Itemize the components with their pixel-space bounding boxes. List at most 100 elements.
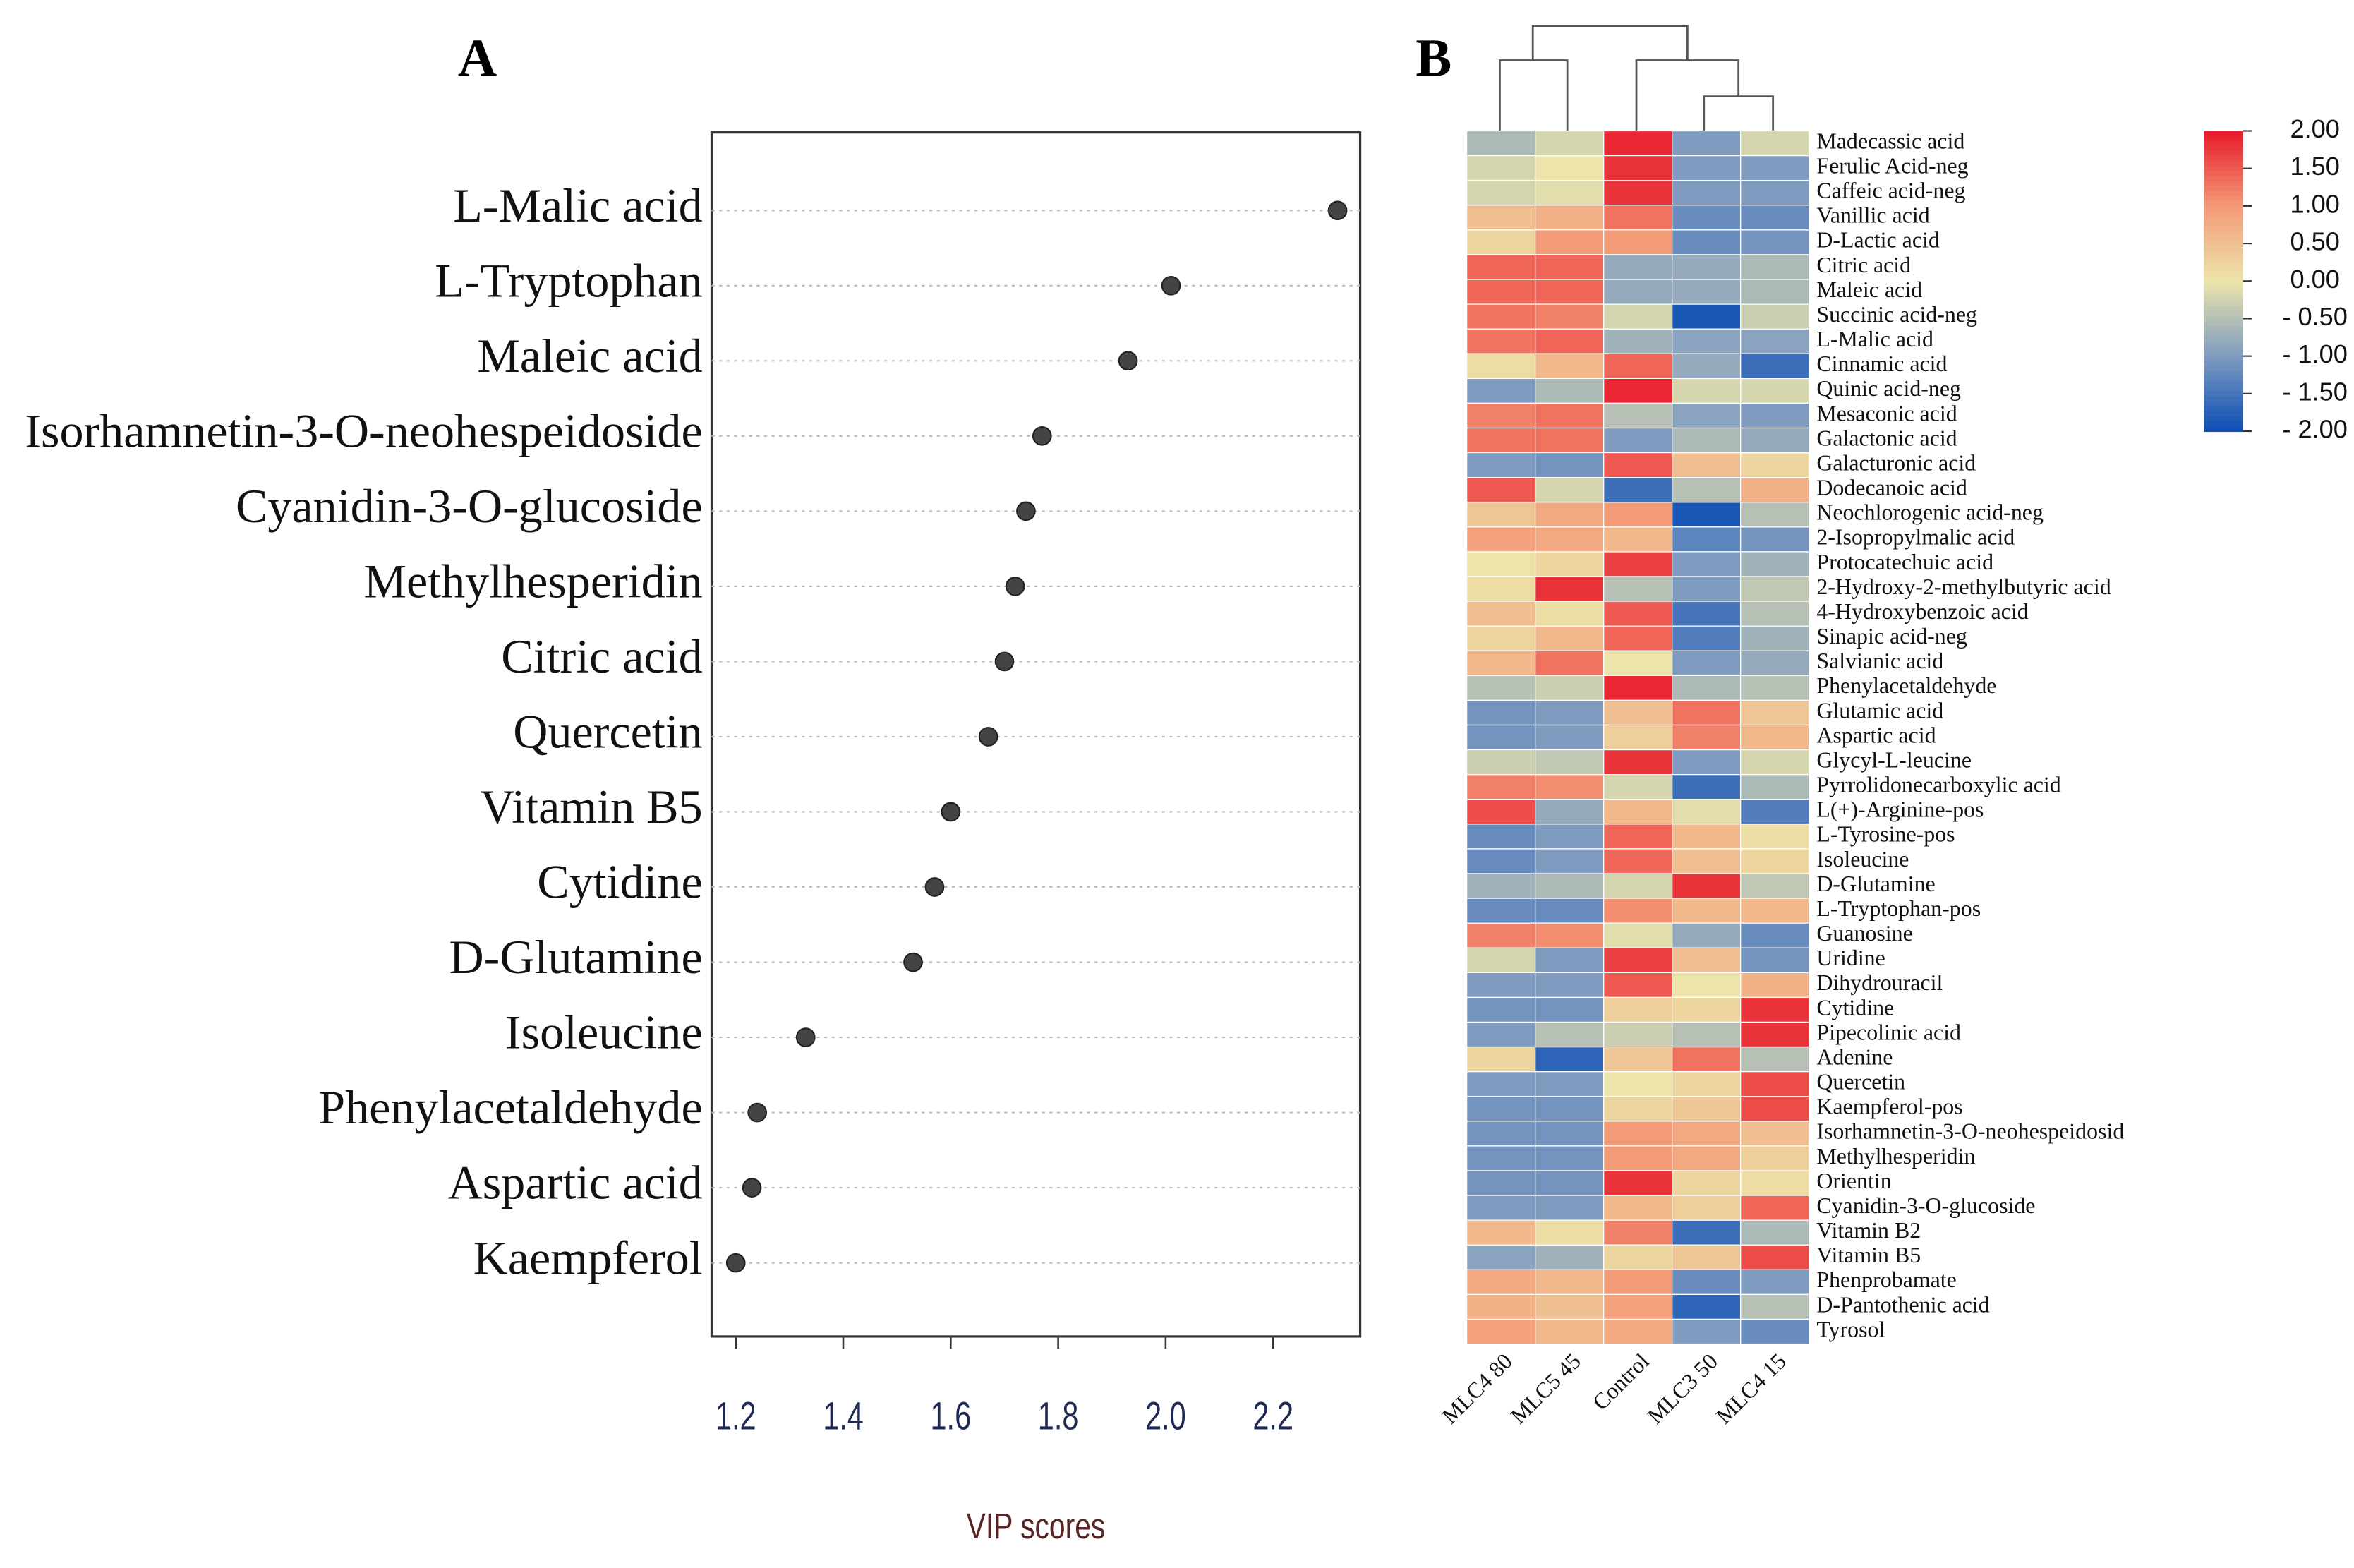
- heatmap-cell: [1740, 1096, 1810, 1122]
- heatmap-cell: [1466, 749, 1536, 776]
- row-label: Adenine: [1816, 1044, 1893, 1069]
- heatmap-cell: [1466, 180, 1536, 206]
- heatmap-cell: [1672, 1293, 1742, 1320]
- heatmap-cell: [1466, 650, 1536, 676]
- heatmap-cell: [1603, 526, 1673, 553]
- heatmap-cell: [1466, 625, 1536, 651]
- heatmap-cell: [1603, 1293, 1673, 1320]
- colorbar-segment: [2204, 271, 2243, 277]
- heatmap-cell: [1672, 452, 1742, 478]
- heatmap-cell: [1672, 824, 1742, 850]
- row-label: Cyanidin-3-O-glucoside: [1816, 1193, 2035, 1218]
- colorbar-segment: [2204, 166, 2243, 172]
- heatmap-cell: [1466, 898, 1536, 924]
- dot: [903, 952, 923, 972]
- heatmap-cell: [1603, 947, 1673, 973]
- heatmap-cell: [1534, 303, 1605, 330]
- heatmap-cell: [1740, 873, 1810, 899]
- column-label: MLC4 80: [1437, 1349, 1517, 1428]
- colorbar-segment: [2204, 135, 2243, 142]
- colorbar-segment: [2204, 381, 2243, 387]
- heatmap-cell: [1534, 155, 1605, 181]
- heatmap-cell: [1740, 1195, 1810, 1221]
- heatmap-cell: [1740, 601, 1810, 627]
- heatmap-cell: [1672, 402, 1742, 429]
- heatmap-cell: [1740, 155, 1810, 181]
- colorbar-tick-label: - 1.00: [2282, 339, 2347, 368]
- heatmap-cell: [1466, 576, 1536, 602]
- colorbar-segment: [2204, 301, 2243, 307]
- row-label: Orientin: [1816, 1169, 1891, 1193]
- heatmap-cell: [1672, 551, 1742, 577]
- heatmap-cell: [1466, 972, 1536, 999]
- row-label: Kaempferol-pos: [1816, 1094, 1962, 1119]
- heatmap-cell: [1740, 996, 1810, 1023]
- row-label: Aspartic acid: [1816, 723, 1936, 747]
- heatmap-cell: [1534, 378, 1605, 404]
- colorbar-segment: [2204, 195, 2243, 202]
- heatmap-cell: [1740, 724, 1810, 751]
- colorbar-segment: [2204, 376, 2243, 382]
- colorbar-segment: [2204, 161, 2243, 167]
- heatmap-cell: [1534, 824, 1605, 850]
- dot: [994, 651, 1015, 672]
- heatmap-cell: [1466, 774, 1536, 800]
- heatmap-cell: [1740, 353, 1810, 379]
- row-label: Galacturonic acid: [1816, 450, 1976, 475]
- dendrogram-branch: [1703, 95, 1775, 131]
- heatmap-cell: [1672, 1096, 1742, 1122]
- heatmap-cell: [1672, 303, 1742, 330]
- heatmap-cell: [1672, 675, 1742, 701]
- panel-title: A: [458, 28, 497, 88]
- heatmap-cell: [1466, 229, 1536, 255]
- dendrogram-branch: [1531, 25, 1689, 61]
- heatmap-cell: [1672, 947, 1742, 973]
- colorbar-segment: [2204, 411, 2243, 417]
- heatmap-cell: [1672, 1145, 1742, 1171]
- heatmap-cell: [1603, 1145, 1673, 1171]
- colorbar-tick-label: - 0.50: [2282, 302, 2347, 331]
- heatmap-cell: [1740, 229, 1810, 255]
- heatmap-cell: [1740, 1021, 1810, 1048]
- heatmap-cell: [1466, 724, 1536, 751]
- heatmap-cell: [1672, 1021, 1742, 1048]
- row-label: Cinnamic acid: [1816, 351, 1947, 376]
- heatmap-cell: [1466, 427, 1536, 454]
- heatmap-cell: [1466, 1219, 1536, 1246]
- heatmap-cell: [1740, 1318, 1810, 1345]
- heatmap-cell: [1672, 749, 1742, 776]
- colorbar-tick-label: 2.00: [2290, 114, 2339, 143]
- row-label: L(+)-Arginine-pos: [1816, 797, 1984, 822]
- heatmap-cell: [1534, 774, 1605, 800]
- colorbar-segment: [2204, 255, 2243, 262]
- colorbar-segment: [2204, 370, 2243, 378]
- colorbar-segment: [2204, 416, 2243, 422]
- row-label: Vanillic acid: [1816, 203, 1929, 228]
- heatmap-cell: [1534, 996, 1605, 1023]
- heatmap-cell: [1603, 724, 1673, 751]
- row-label: Glutamic acid: [1816, 698, 1943, 723]
- heatmap-cell: [1740, 749, 1810, 776]
- heatmap-cell: [1603, 155, 1673, 181]
- heatmap-cell: [1466, 1096, 1536, 1122]
- heatmap-cell: [1603, 1170, 1673, 1196]
- colorbar-segment: [2204, 401, 2243, 407]
- heatmap-cell: [1534, 576, 1605, 602]
- y-tick-label: Isoleucine: [505, 1006, 703, 1059]
- dot: [795, 1027, 816, 1047]
- heatmap-cell: [1534, 328, 1605, 354]
- heatmap-cell: [1740, 576, 1810, 602]
- heatmap-cell: [1672, 1244, 1742, 1270]
- y-tick-label: Kaempferol: [473, 1231, 703, 1284]
- heatmap-cell: [1672, 576, 1742, 602]
- colorbar-segment: [2204, 296, 2243, 302]
- heatmap-cell: [1740, 1071, 1810, 1097]
- colorbar-segment: [2204, 216, 2243, 222]
- heatmap-cell: [1534, 799, 1605, 825]
- heatmap-cell: [1466, 402, 1536, 429]
- heatmap-cell: [1740, 1244, 1810, 1270]
- heatmap-cell: [1672, 1318, 1742, 1345]
- heatmap-cell: [1534, 1121, 1605, 1147]
- heatmap-cell: [1672, 427, 1742, 454]
